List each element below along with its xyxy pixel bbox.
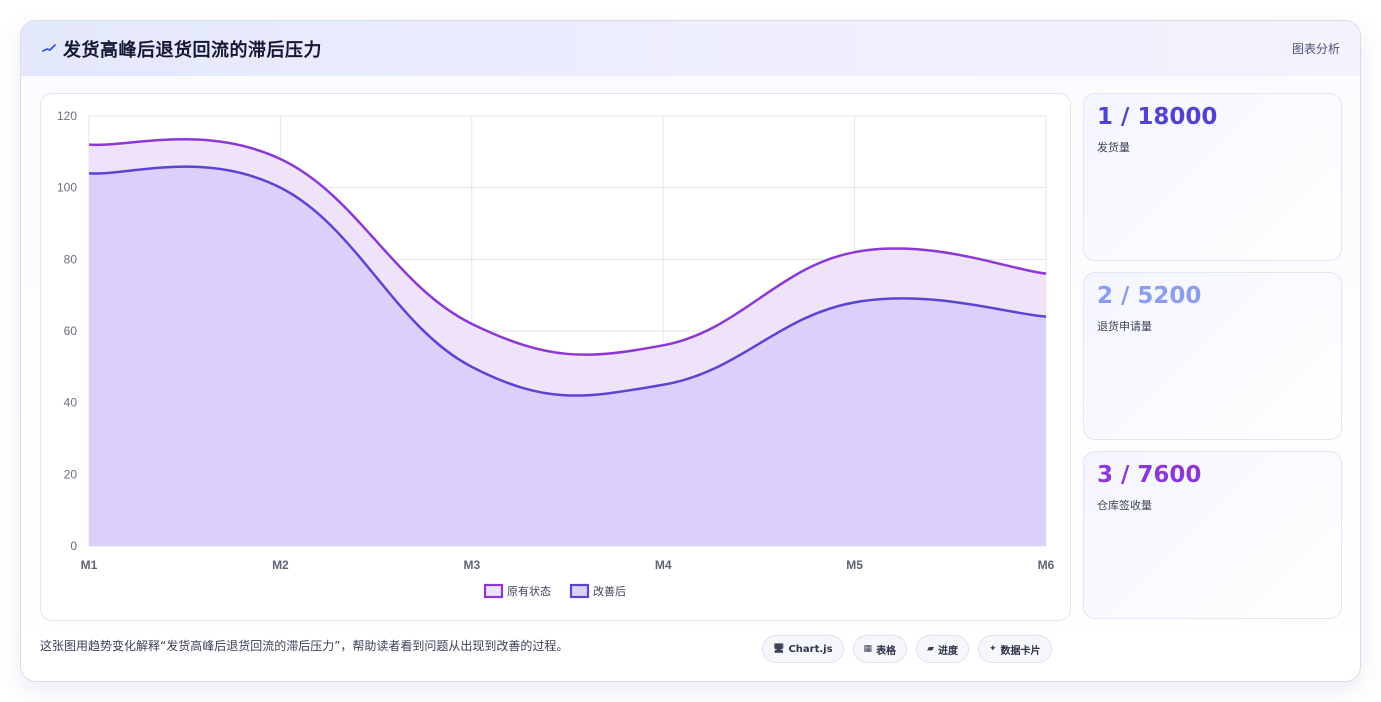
area-chart: 0 20 40 60 80 100 120 M1 M2 M3 M4 M5 M6 原有状态 改善后 — [57, 109, 1055, 599]
chip-table[interactable]: ▦ 表格 — [852, 635, 908, 663]
chip-label: 进度 — [937, 645, 958, 657]
chart-areas — [89, 139, 1046, 546]
stat-value: 2 / 5200 — [1097, 283, 1202, 309]
stat-value: 1 / 18000 — [1097, 104, 1218, 130]
stat-label: 退货申请量 — [1097, 320, 1152, 333]
y-tick-label: 60 — [64, 324, 78, 338]
stat-value: 3 / 7600 — [1097, 462, 1202, 488]
legend-label-1: 改善后 — [593, 584, 626, 598]
chart-panel: 0 20 40 60 80 100 120 M1 M2 M3 M4 M5 M6 原有状态 改善后 — [40, 93, 1071, 621]
x-axis-ticks: M1 M2 M3 M4 M5 M6 — [81, 558, 1055, 572]
chart-card: 发货高峰后退货回流的滞后压力 图表分析 0 20 40 60 80 100 120 M1 M2… — [20, 20, 1361, 682]
sparkle-icon: ✦ — [988, 644, 997, 654]
y-tick-label: 0 — [70, 539, 77, 553]
chip-label: 数据卡片 — [1000, 645, 1041, 657]
series-line-0 — [88, 138, 1047, 356]
x-tick-label: M1 — [81, 558, 98, 572]
chip-label: 表格 — [876, 645, 897, 657]
card-header: 发货高峰后退货回流的滞后压力 图表分析 — [21, 21, 1360, 76]
x-tick-label: M3 — [463, 558, 480, 572]
x-tick-label: M5 — [846, 558, 863, 572]
chip-group: 🖥 Chart.js ▦ 表格 ▰ 进度 ✦ 数据卡片 — [762, 635, 1052, 663]
x-tick-label: M2 — [272, 558, 289, 572]
chip-label: Chart.js — [788, 643, 833, 655]
y-axis-ticks: 0 20 40 60 80 100 120 — [57, 109, 77, 553]
folder-icon: ▰ — [927, 644, 934, 654]
trend-line-icon — [42, 44, 56, 52]
legend-swatch-0 — [483, 583, 504, 599]
chart-analysis-link[interactable]: 图表分析 — [1291, 42, 1340, 56]
x-tick-label: M6 — [1038, 558, 1055, 572]
legend-label-0: 原有状态 — [507, 584, 551, 598]
y-tick-label: 100 — [57, 181, 77, 195]
chart-lines — [88, 138, 1047, 397]
x-tick-label: M4 — [655, 558, 672, 572]
stat-label: 发货量 — [1097, 141, 1130, 154]
stat-card-shipments: 1 / 18000 发货量 — [1083, 93, 1342, 261]
chart-description: 这张图用趋势变化解释“发货高峰后退货回流的滞后压力”，帮助读者看到问题从出现到改… — [40, 639, 569, 653]
series-line-1 — [88, 165, 1047, 397]
series-area-1 — [89, 166, 1046, 546]
chip-progress[interactable]: ▰ 进度 — [916, 635, 969, 663]
monitor-icon: 🖥 — [773, 644, 785, 654]
page-title: 发货高峰后退货回流的滞后压力 — [63, 40, 322, 61]
stat-card-warehouse-receipts: 3 / 7600 仓库签收量 — [1083, 451, 1342, 619]
stat-label: 仓库签收量 — [1097, 499, 1152, 512]
y-tick-label: 120 — [57, 109, 77, 123]
table-icon: ▦ — [863, 644, 873, 654]
chip-data-cards[interactable]: ✦ 数据卡片 — [977, 635, 1052, 663]
chart-legend: 原有状态 改善后 — [483, 583, 626, 599]
y-tick-label: 20 — [64, 467, 78, 481]
legend-swatch-1 — [569, 583, 590, 599]
chip-chartjs[interactable]: 🖥 Chart.js — [762, 635, 844, 663]
stat-card-return-requests: 2 / 5200 退货申请量 — [1083, 272, 1342, 440]
y-tick-label: 80 — [64, 252, 78, 266]
y-tick-label: 40 — [64, 396, 78, 410]
